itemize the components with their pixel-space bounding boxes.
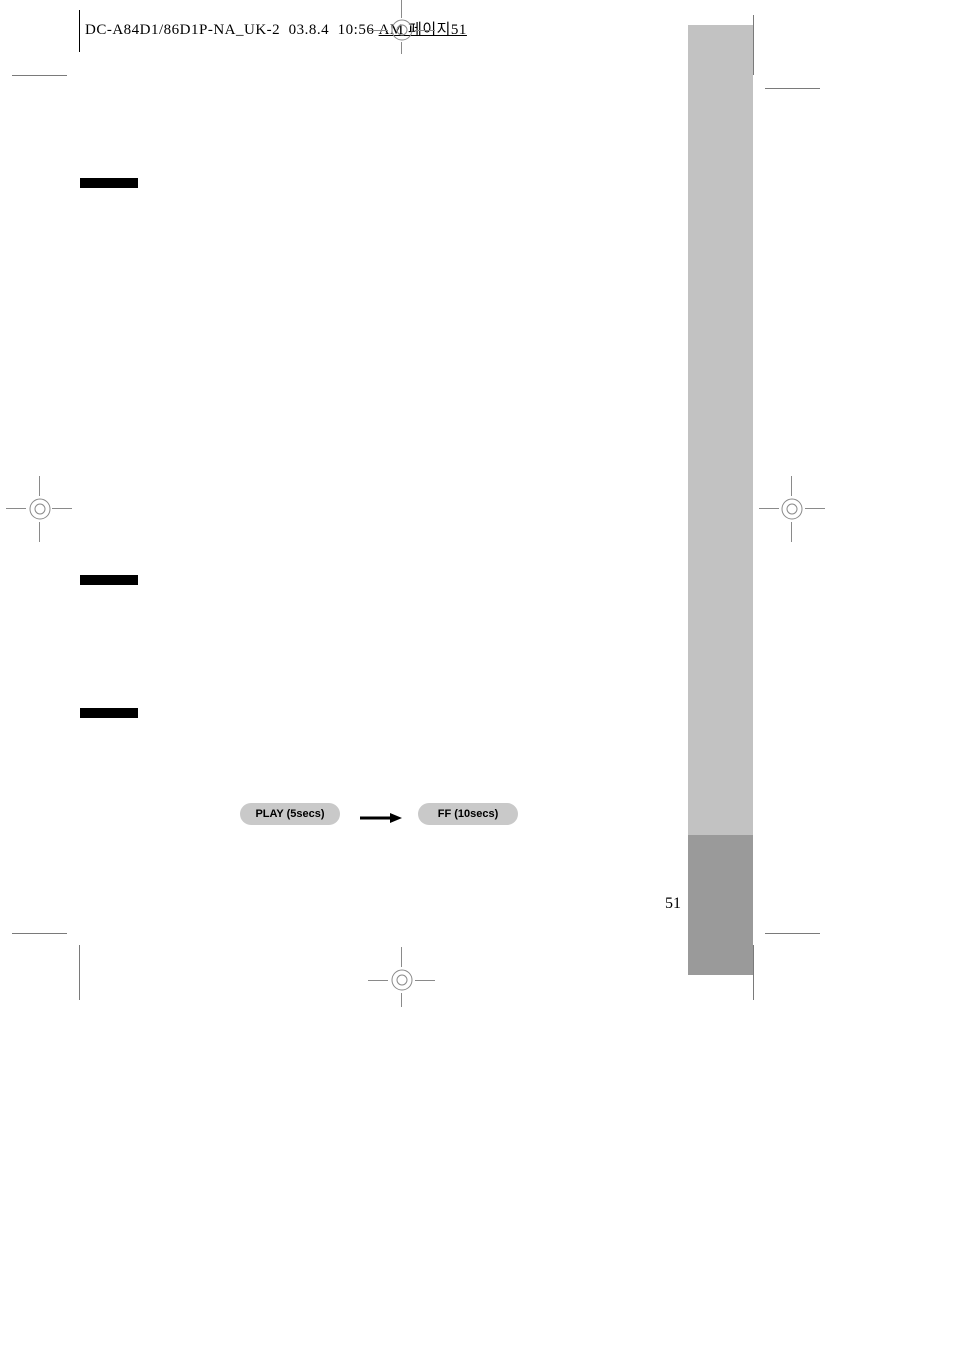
registration-mark-icon (388, 966, 416, 994)
reg-line (791, 522, 792, 542)
section-bar (80, 708, 138, 718)
reg-line (368, 30, 388, 31)
crop-mark (753, 945, 754, 1000)
reg-line (759, 508, 779, 509)
reg-line (52, 508, 72, 509)
registration-mark-icon (388, 16, 416, 44)
crop-mark (79, 945, 80, 1000)
reg-line (415, 30, 435, 31)
section-bar (80, 178, 138, 188)
section-bar (80, 575, 138, 585)
ff-pill: FF (10secs) (418, 803, 518, 825)
reg-line (39, 522, 40, 542)
registration-mark-icon (26, 495, 54, 523)
crop-mark (12, 75, 67, 76)
sidebar-light (688, 25, 753, 835)
crop-mark (12, 933, 67, 934)
reg-line (368, 980, 388, 981)
play-pill: PLAY (5secs) (240, 803, 340, 825)
doc-id: DC-A84D1/86D1P-NA_UK-2 (85, 22, 280, 38)
reg-line (401, 947, 402, 967)
reg-line (791, 476, 792, 496)
header-tick (79, 10, 80, 52)
reg-line (805, 508, 825, 509)
arrow-right-icon (360, 810, 402, 828)
reg-line (415, 980, 435, 981)
page-number: 51 (665, 895, 681, 913)
crop-mark (765, 933, 820, 934)
reg-line (6, 508, 26, 509)
crop-mark (765, 88, 820, 89)
doc-date: 03.8.4 (289, 22, 330, 38)
reg-line (39, 476, 40, 496)
reg-line (401, 42, 402, 54)
reg-line (401, 0, 402, 18)
crop-mark (753, 15, 754, 75)
reg-line (401, 993, 402, 1007)
sidebar-dark (688, 835, 753, 975)
registration-mark-icon (778, 495, 806, 523)
